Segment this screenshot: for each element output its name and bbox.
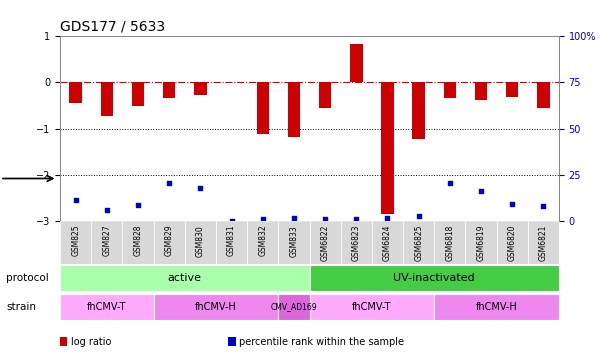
FancyBboxPatch shape bbox=[310, 221, 341, 264]
Text: GSM6819: GSM6819 bbox=[477, 225, 486, 261]
Text: CMV_AD169: CMV_AD169 bbox=[270, 302, 317, 311]
Point bbox=[258, 216, 267, 222]
Point bbox=[71, 198, 81, 203]
Text: GSM6818: GSM6818 bbox=[445, 225, 454, 261]
Point bbox=[102, 207, 112, 213]
FancyBboxPatch shape bbox=[91, 221, 123, 264]
Bar bbox=[257, 82, 269, 134]
Point bbox=[476, 188, 486, 194]
Bar bbox=[506, 82, 519, 97]
Bar bbox=[537, 82, 549, 108]
Text: log ratio: log ratio bbox=[71, 337, 111, 347]
FancyBboxPatch shape bbox=[434, 221, 465, 264]
Bar bbox=[288, 82, 300, 137]
FancyBboxPatch shape bbox=[60, 265, 310, 291]
Text: fhCMV-H: fhCMV-H bbox=[195, 302, 237, 312]
FancyBboxPatch shape bbox=[372, 221, 403, 264]
Text: GSM6824: GSM6824 bbox=[383, 225, 392, 261]
Text: GSM828: GSM828 bbox=[133, 225, 142, 256]
Text: GSM831: GSM831 bbox=[227, 225, 236, 256]
FancyBboxPatch shape bbox=[403, 221, 434, 264]
Text: active: active bbox=[168, 273, 202, 283]
Text: strain: strain bbox=[6, 302, 36, 312]
Bar bbox=[444, 82, 456, 98]
Point bbox=[383, 215, 392, 221]
Point bbox=[165, 180, 174, 186]
FancyBboxPatch shape bbox=[496, 221, 528, 264]
Text: GSM832: GSM832 bbox=[258, 225, 267, 256]
Point bbox=[195, 185, 205, 191]
Point bbox=[320, 216, 330, 222]
Text: GSM825: GSM825 bbox=[71, 225, 80, 256]
Bar bbox=[412, 82, 425, 139]
Point bbox=[414, 213, 424, 218]
Text: GSM833: GSM833 bbox=[290, 225, 299, 257]
FancyBboxPatch shape bbox=[434, 294, 559, 320]
Bar bbox=[194, 82, 207, 95]
FancyBboxPatch shape bbox=[310, 294, 434, 320]
FancyBboxPatch shape bbox=[154, 294, 278, 320]
FancyBboxPatch shape bbox=[278, 294, 310, 320]
Text: GSM829: GSM829 bbox=[165, 225, 174, 256]
FancyBboxPatch shape bbox=[310, 265, 559, 291]
FancyBboxPatch shape bbox=[123, 221, 154, 264]
Point bbox=[352, 216, 361, 222]
Point bbox=[289, 215, 299, 221]
FancyBboxPatch shape bbox=[154, 221, 185, 264]
Text: percentile rank within the sample: percentile rank within the sample bbox=[239, 337, 404, 347]
Text: GDS177 / 5633: GDS177 / 5633 bbox=[60, 19, 165, 33]
FancyBboxPatch shape bbox=[247, 221, 278, 264]
FancyBboxPatch shape bbox=[185, 221, 216, 264]
Point bbox=[445, 180, 454, 186]
FancyBboxPatch shape bbox=[465, 221, 496, 264]
Text: fhCMV-T: fhCMV-T bbox=[87, 302, 127, 312]
FancyBboxPatch shape bbox=[216, 221, 247, 264]
Text: GSM6823: GSM6823 bbox=[352, 225, 361, 261]
FancyBboxPatch shape bbox=[60, 221, 91, 264]
Bar bbox=[381, 82, 394, 214]
Text: GSM827: GSM827 bbox=[102, 225, 111, 256]
Bar bbox=[475, 82, 487, 100]
Bar bbox=[70, 82, 82, 103]
Bar bbox=[100, 82, 113, 116]
FancyBboxPatch shape bbox=[278, 221, 310, 264]
Bar bbox=[163, 82, 175, 98]
Point bbox=[227, 218, 236, 224]
Text: fhCMV-T: fhCMV-T bbox=[352, 302, 392, 312]
Bar bbox=[132, 82, 144, 106]
Bar bbox=[319, 82, 331, 108]
Point bbox=[507, 201, 517, 207]
Text: GSM6822: GSM6822 bbox=[320, 225, 329, 261]
FancyBboxPatch shape bbox=[60, 294, 154, 320]
Text: GSM6820: GSM6820 bbox=[508, 225, 517, 261]
Text: fhCMV-H: fhCMV-H bbox=[476, 302, 517, 312]
Text: GSM6825: GSM6825 bbox=[414, 225, 423, 261]
Text: protocol: protocol bbox=[6, 273, 49, 283]
FancyBboxPatch shape bbox=[528, 221, 559, 264]
FancyBboxPatch shape bbox=[341, 221, 372, 264]
Text: UV-inactivated: UV-inactivated bbox=[393, 273, 475, 283]
Bar bbox=[350, 44, 362, 82]
Point bbox=[538, 203, 548, 209]
Text: GSM830: GSM830 bbox=[196, 225, 205, 257]
Point bbox=[133, 202, 143, 208]
Text: GSM6821: GSM6821 bbox=[539, 225, 548, 261]
